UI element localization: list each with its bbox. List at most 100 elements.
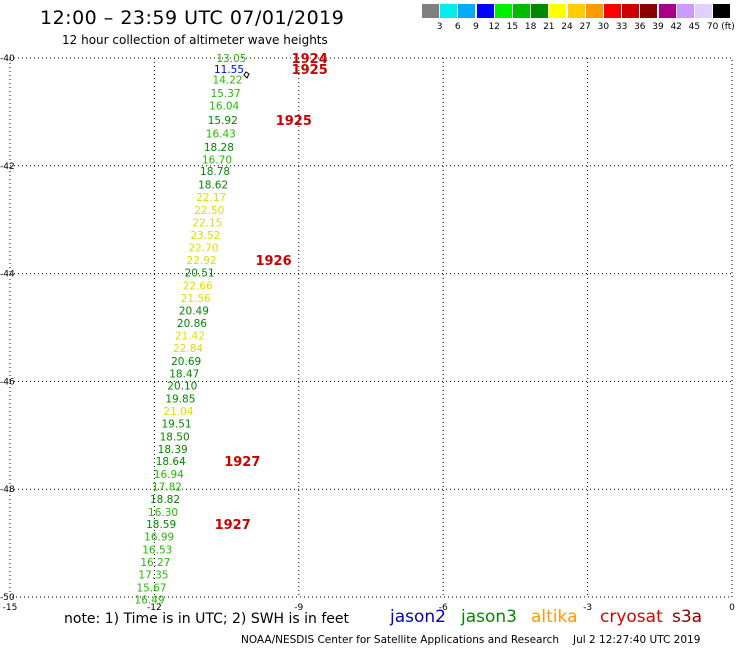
units-note: note: 1) Time is in UTC; 2) SWH is in fe…: [64, 611, 350, 627]
colorbar-label: 70: [706, 22, 719, 32]
colorbar-swatch: [549, 4, 567, 18]
colorbar-swatch: [531, 4, 549, 18]
longitude-tick-label: -15: [3, 603, 18, 613]
wave-height-reading: 15.67: [136, 582, 166, 594]
wave-height-reading: 18.82: [150, 494, 180, 506]
wave-height-reading: 22.17: [196, 192, 226, 204]
colorbar-label: 9: [473, 22, 479, 32]
colorbar-label: 45: [688, 22, 701, 32]
wave-height-reading: 18.39: [158, 444, 188, 456]
island-outline-icon: [243, 71, 250, 79]
wave-height-reading: 16.49: [135, 595, 165, 607]
longitude-tick-label: -3: [583, 603, 592, 613]
wave-height-reading: 22.70: [188, 243, 218, 255]
wave-height-reading: 18.78: [200, 166, 230, 178]
time-label: 1925: [276, 114, 312, 129]
longitude-tick-label: -9: [294, 603, 303, 613]
wave-height-reading: 16.53: [142, 545, 172, 557]
colorbar-swatch: [513, 4, 530, 18]
colorbar-swatch: [713, 4, 731, 18]
wave-height-reading: 21.56: [181, 293, 211, 305]
longitude-tick-label: -12: [147, 603, 162, 613]
latitude-tick-label: -44: [0, 270, 15, 280]
wave-height-reading: 22.50: [194, 205, 224, 217]
wave-height-reading: 19.85: [165, 394, 195, 406]
wave-height-reading: 20.49: [179, 305, 209, 317]
map-frame: [9, 57, 733, 598]
wave-height-reading: 23.52: [190, 230, 220, 242]
colorbar-label: 30: [597, 22, 610, 32]
colorbar-swatch: [494, 4, 512, 18]
wave-height-reading: 17.35: [138, 569, 168, 581]
wave-height-reading: 16.27: [140, 557, 170, 569]
wave-height-reading: 20.69: [171, 356, 201, 368]
wave-height-reading: 16.94: [154, 469, 184, 481]
colorbar-swatch: [567, 4, 585, 18]
colorbar-label: 24: [561, 22, 573, 32]
colorbar-label: 27: [579, 22, 591, 32]
satellite-legend-altika: altika: [531, 607, 578, 627]
latitude-tick-label: -46: [0, 377, 15, 387]
wave-height-reading: 19.51: [162, 418, 192, 430]
time-label: 1924: [292, 52, 328, 67]
footer-credit: NOAA/NESDIS Center for Satellite Applica…: [241, 634, 700, 646]
colorbar-label: 21: [543, 22, 555, 32]
wave-height-reading: 22.92: [187, 255, 217, 267]
longitude-tick-label: 0: [729, 603, 735, 613]
wave-height-reading: 18.62: [198, 180, 228, 192]
satellite-legend-s3a: s3a: [672, 607, 703, 627]
latitude-tick-label: -40: [0, 54, 15, 64]
colorbar-swatch: [604, 4, 621, 18]
wave-height-reading: 16.30: [148, 507, 178, 519]
colorbar-unit: (ft): [721, 22, 735, 32]
satellite-legend-cryosat: cryosat: [600, 607, 663, 627]
colorbar-label: 6: [454, 22, 461, 32]
wave-height-reading: 20.86: [177, 318, 207, 330]
wave-height-reading: 11.55: [214, 64, 244, 76]
longitude-tick-label: -6: [439, 603, 448, 613]
colorbar-swatch: [585, 4, 603, 18]
colorbar-label: 42: [670, 22, 682, 32]
page-subtitle: 12 hour collection of altimeter wave hei…: [62, 33, 328, 47]
time-label: 1927: [224, 455, 260, 470]
wave-height-reading: 22.84: [173, 343, 203, 355]
wave-height-reading: 14.22: [213, 75, 243, 87]
wave-height-reading: 20.10: [167, 381, 197, 393]
colorbar-swatch: [695, 4, 712, 18]
colorbar-swatch: [676, 4, 694, 18]
colorbar-label: 3: [436, 22, 443, 32]
credit-text: NOAA/NESDIS Center for Satellite Applica…: [241, 634, 559, 646]
wave-height-reading: 16.04: [209, 100, 239, 112]
satellite-legend-jason3: jason3: [461, 607, 517, 627]
colorbar-label: 36: [634, 22, 646, 32]
latitude-tick-label: -48: [0, 485, 15, 495]
wave-height-reading: 22.66: [183, 280, 213, 292]
wave-height-reading: 18.47: [169, 368, 199, 380]
colorbar-label: 12: [488, 22, 500, 32]
satellite-legend-jason2: jason2: [390, 607, 446, 627]
generated-timestamp: Jul 2 12:27:40 UTC 2019: [573, 634, 701, 646]
colorbar-label: 33: [615, 22, 628, 32]
colorbar-label: 18: [524, 22, 537, 32]
page-title: 12:00 – 23:59 UTC 07/01/2019: [40, 7, 345, 29]
colorbar-swatch: [458, 4, 476, 18]
colorbar-label: 39: [652, 22, 664, 32]
colorbar-swatch: [622, 4, 640, 18]
colorbar-swatch: [640, 4, 658, 18]
wave-height-reading: 18.59: [146, 519, 176, 531]
wave-height-reading: 21.42: [175, 331, 205, 343]
wave-height-reading: 20.51: [185, 268, 215, 280]
wave-height-reading: 15.37: [211, 88, 241, 100]
colorbar-swatch: [422, 4, 439, 18]
wave-height-reading: 18.28: [204, 142, 234, 154]
time-label: 1926: [255, 254, 291, 269]
wave-height-reading: 16.70: [202, 154, 232, 166]
wave-height-reading: 16.43: [206, 128, 236, 140]
time-label: 1925: [292, 63, 328, 78]
colorbar-label: 15: [506, 22, 519, 32]
wave-height-reading: 22.15: [192, 217, 222, 229]
time-label: 1927: [215, 518, 251, 533]
wave-height-reading: 18.50: [160, 431, 190, 443]
